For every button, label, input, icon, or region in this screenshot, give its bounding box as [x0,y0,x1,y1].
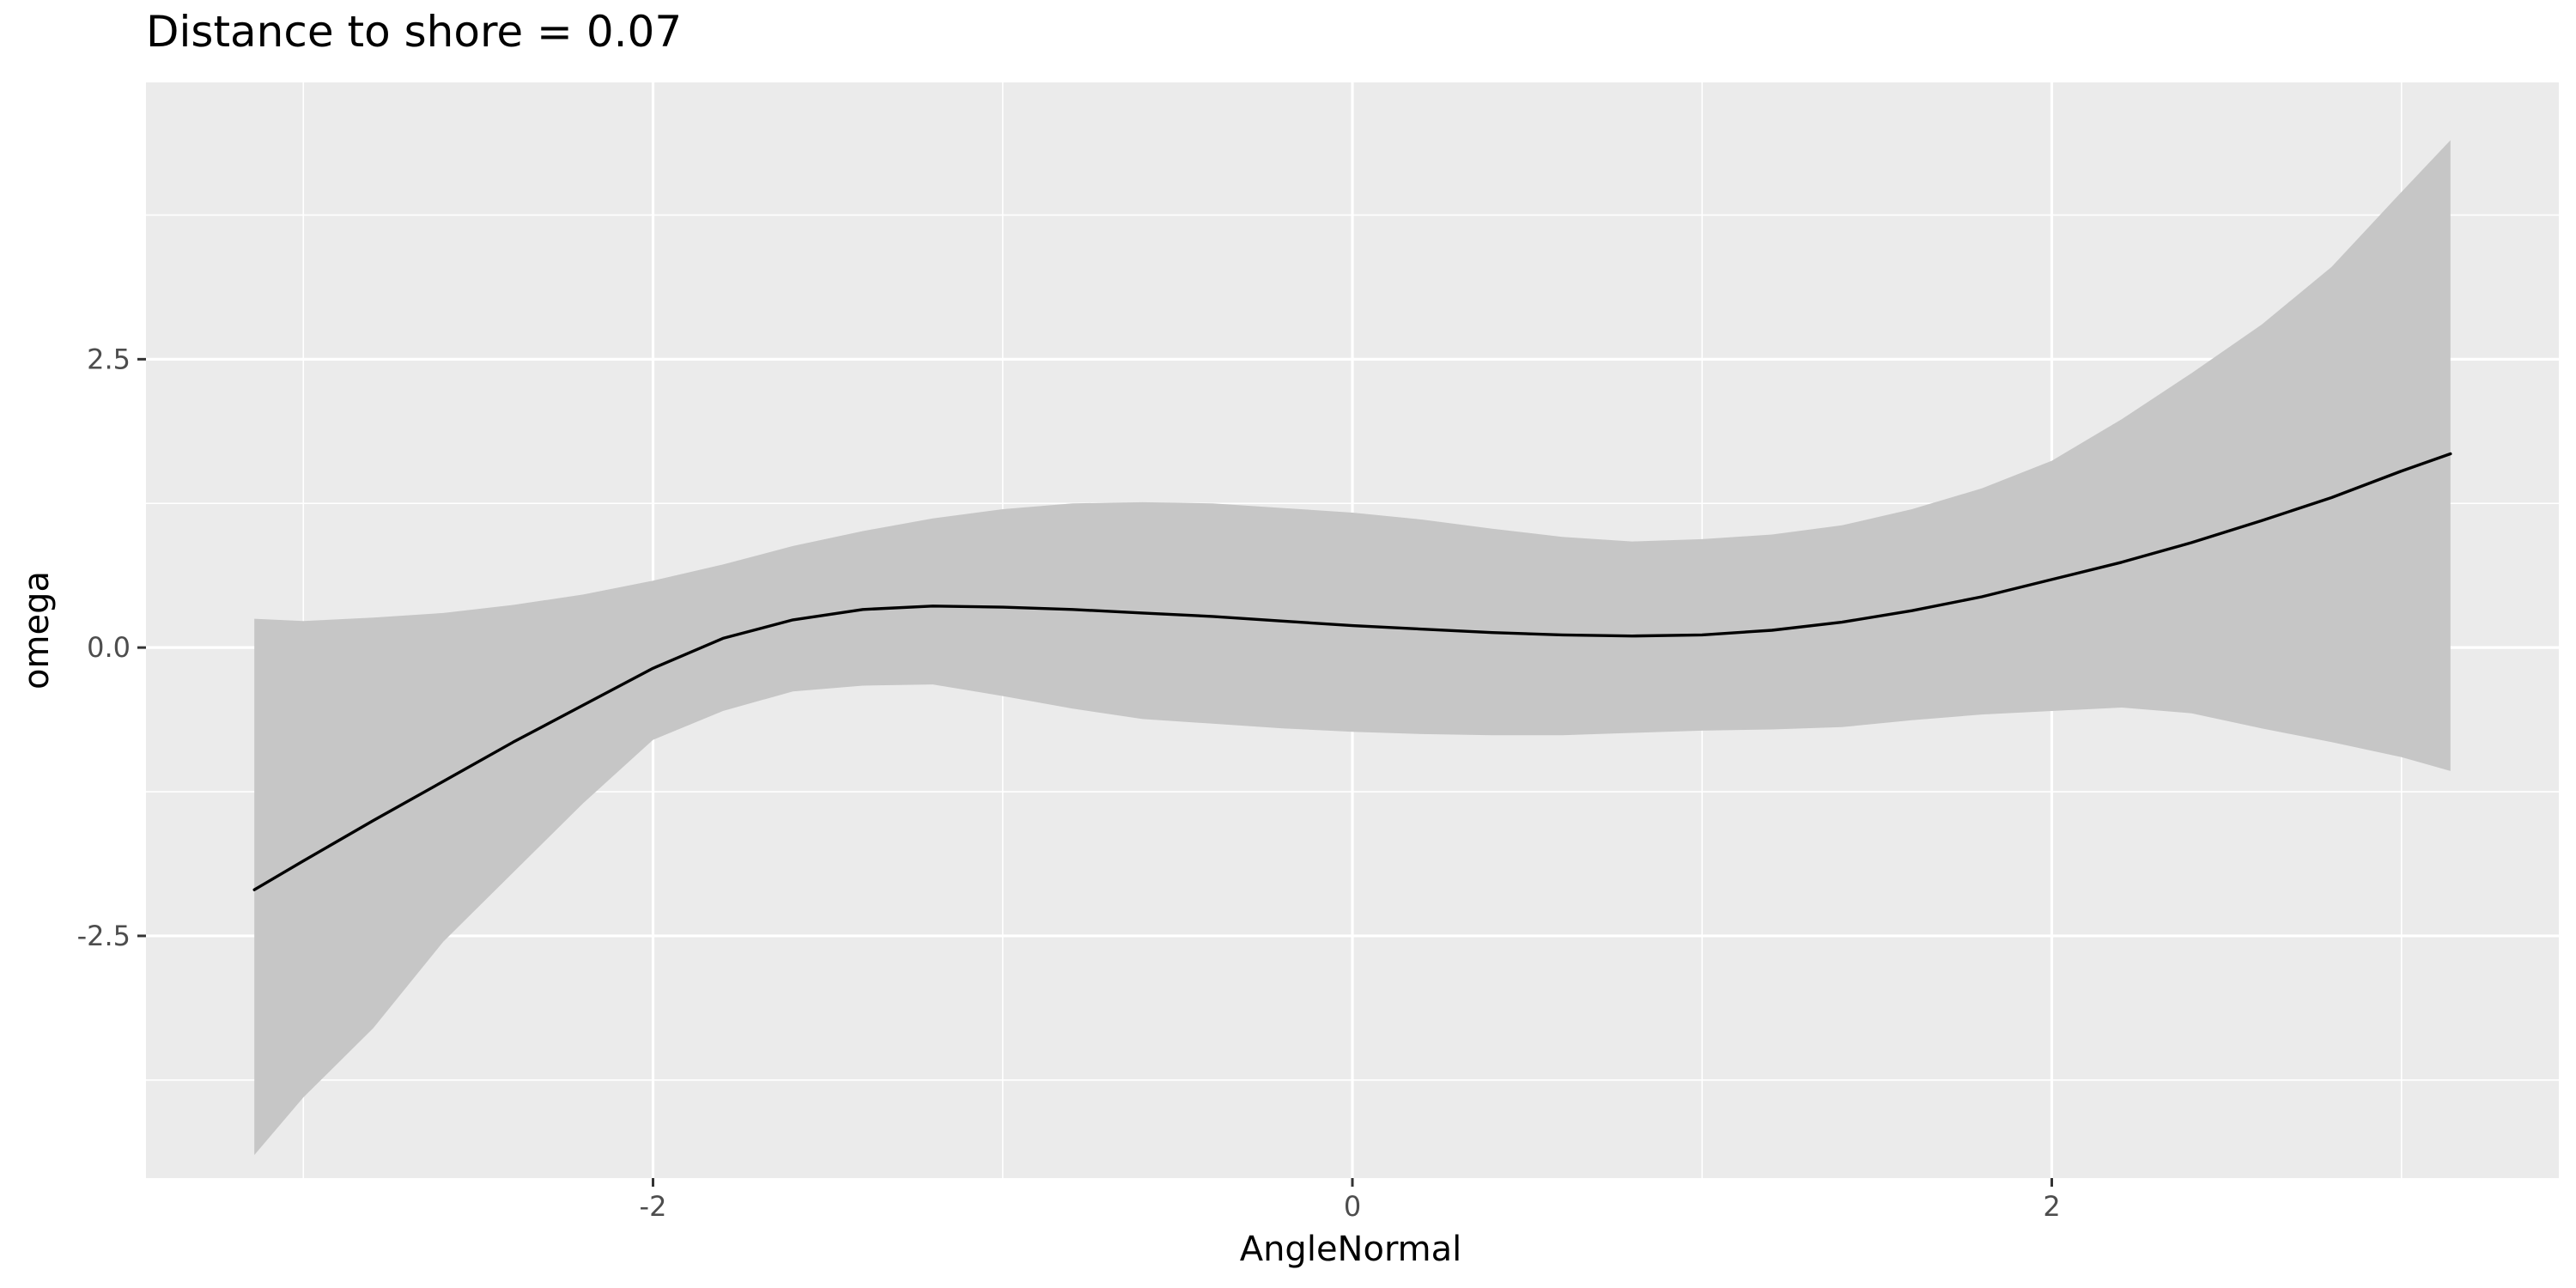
y-tick-label: 2.5 [87,343,131,375]
fitted-line-layer [252,452,2452,891]
x-tick-label: 2 [2043,1190,2060,1223]
fitted-line [252,452,2452,891]
x-axis-title: AngleNormal [1240,1230,1462,1269]
y-tick-label: 0.0 [87,631,131,664]
confidence-band [254,140,2451,1156]
y-axis-title: omega [17,571,57,690]
y-tick-label: -2.5 [77,920,131,952]
x-tick-label: -2 [640,1190,667,1223]
confidence-band-layer [254,140,2451,1156]
axes: -2 0 2 -2.5 0.0 2.5 [77,343,2061,1223]
x-tick-label: 0 [1344,1190,1361,1223]
chart-title: Distance to shore = 0.07 [146,7,683,57]
